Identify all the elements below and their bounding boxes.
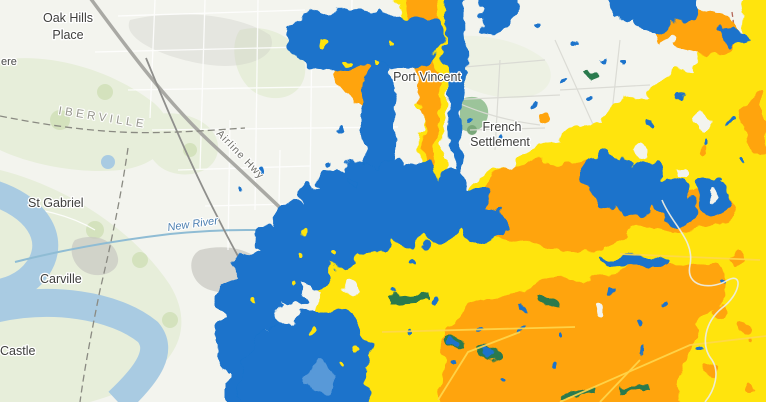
label-carville: Carville xyxy=(40,272,82,286)
parish-boundary-dashed xyxy=(0,115,246,402)
flood-yellow-specks xyxy=(253,38,424,366)
flood-zone-blue xyxy=(214,0,749,402)
submerged-pond xyxy=(306,362,334,394)
pond-blue-bits xyxy=(451,330,525,357)
label-castle-fragment: Castle xyxy=(0,344,35,358)
label-french-settlement-line1: French xyxy=(483,120,522,134)
label-french-settlement-line2: Settlement xyxy=(470,135,530,149)
amite-river-line xyxy=(661,199,739,402)
flood-overlay xyxy=(214,0,766,402)
label-port-vincent: Port Vincent xyxy=(393,70,461,84)
label-oak-hills-place-line1: Oak Hills xyxy=(43,11,93,25)
label-st-gabriel: St Gabriel xyxy=(28,196,84,210)
overlay-holes xyxy=(273,34,719,326)
mississippi-river xyxy=(0,181,169,402)
label-oak-hills-place-line2: Place xyxy=(52,28,83,42)
label-ere-fragment: ere xyxy=(1,56,17,68)
small-lake xyxy=(101,155,115,169)
